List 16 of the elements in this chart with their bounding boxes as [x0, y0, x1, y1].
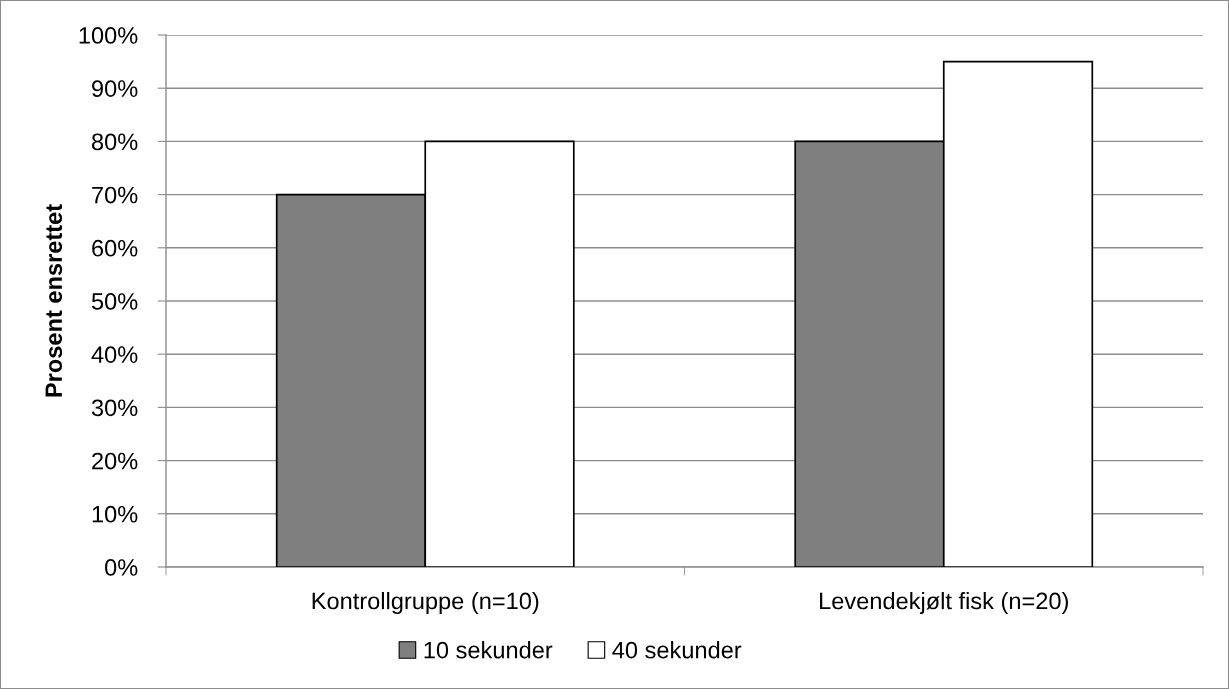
legend-label: 40 sekunder	[612, 641, 742, 659]
y-tick-label: 100%	[79, 27, 138, 44]
y-tick-label: 30%	[91, 399, 138, 417]
y-tick-label: 0%	[105, 559, 138, 576]
x-tick-label: Kontrollgruppe (n=10)	[312, 592, 539, 615]
y-tick-label: 10%	[92, 505, 138, 523]
y-tick-label: 50%	[91, 293, 138, 310]
legend-label: 10 sekunder	[424, 641, 553, 659]
y-tick-label: 20%	[92, 452, 138, 470]
x-tick-label: Levendekjølt fisk (n=20)	[820, 592, 1068, 615]
y-tick-label: 70%	[92, 186, 138, 204]
y-tick-label: 80%	[91, 133, 138, 151]
y-axis-title: Prosent ensrettet	[45, 204, 63, 397]
y-tick-label: 60%	[92, 239, 138, 257]
y-tick-label: 90%	[92, 80, 138, 97]
y-tick-label: 40%	[91, 346, 138, 363]
